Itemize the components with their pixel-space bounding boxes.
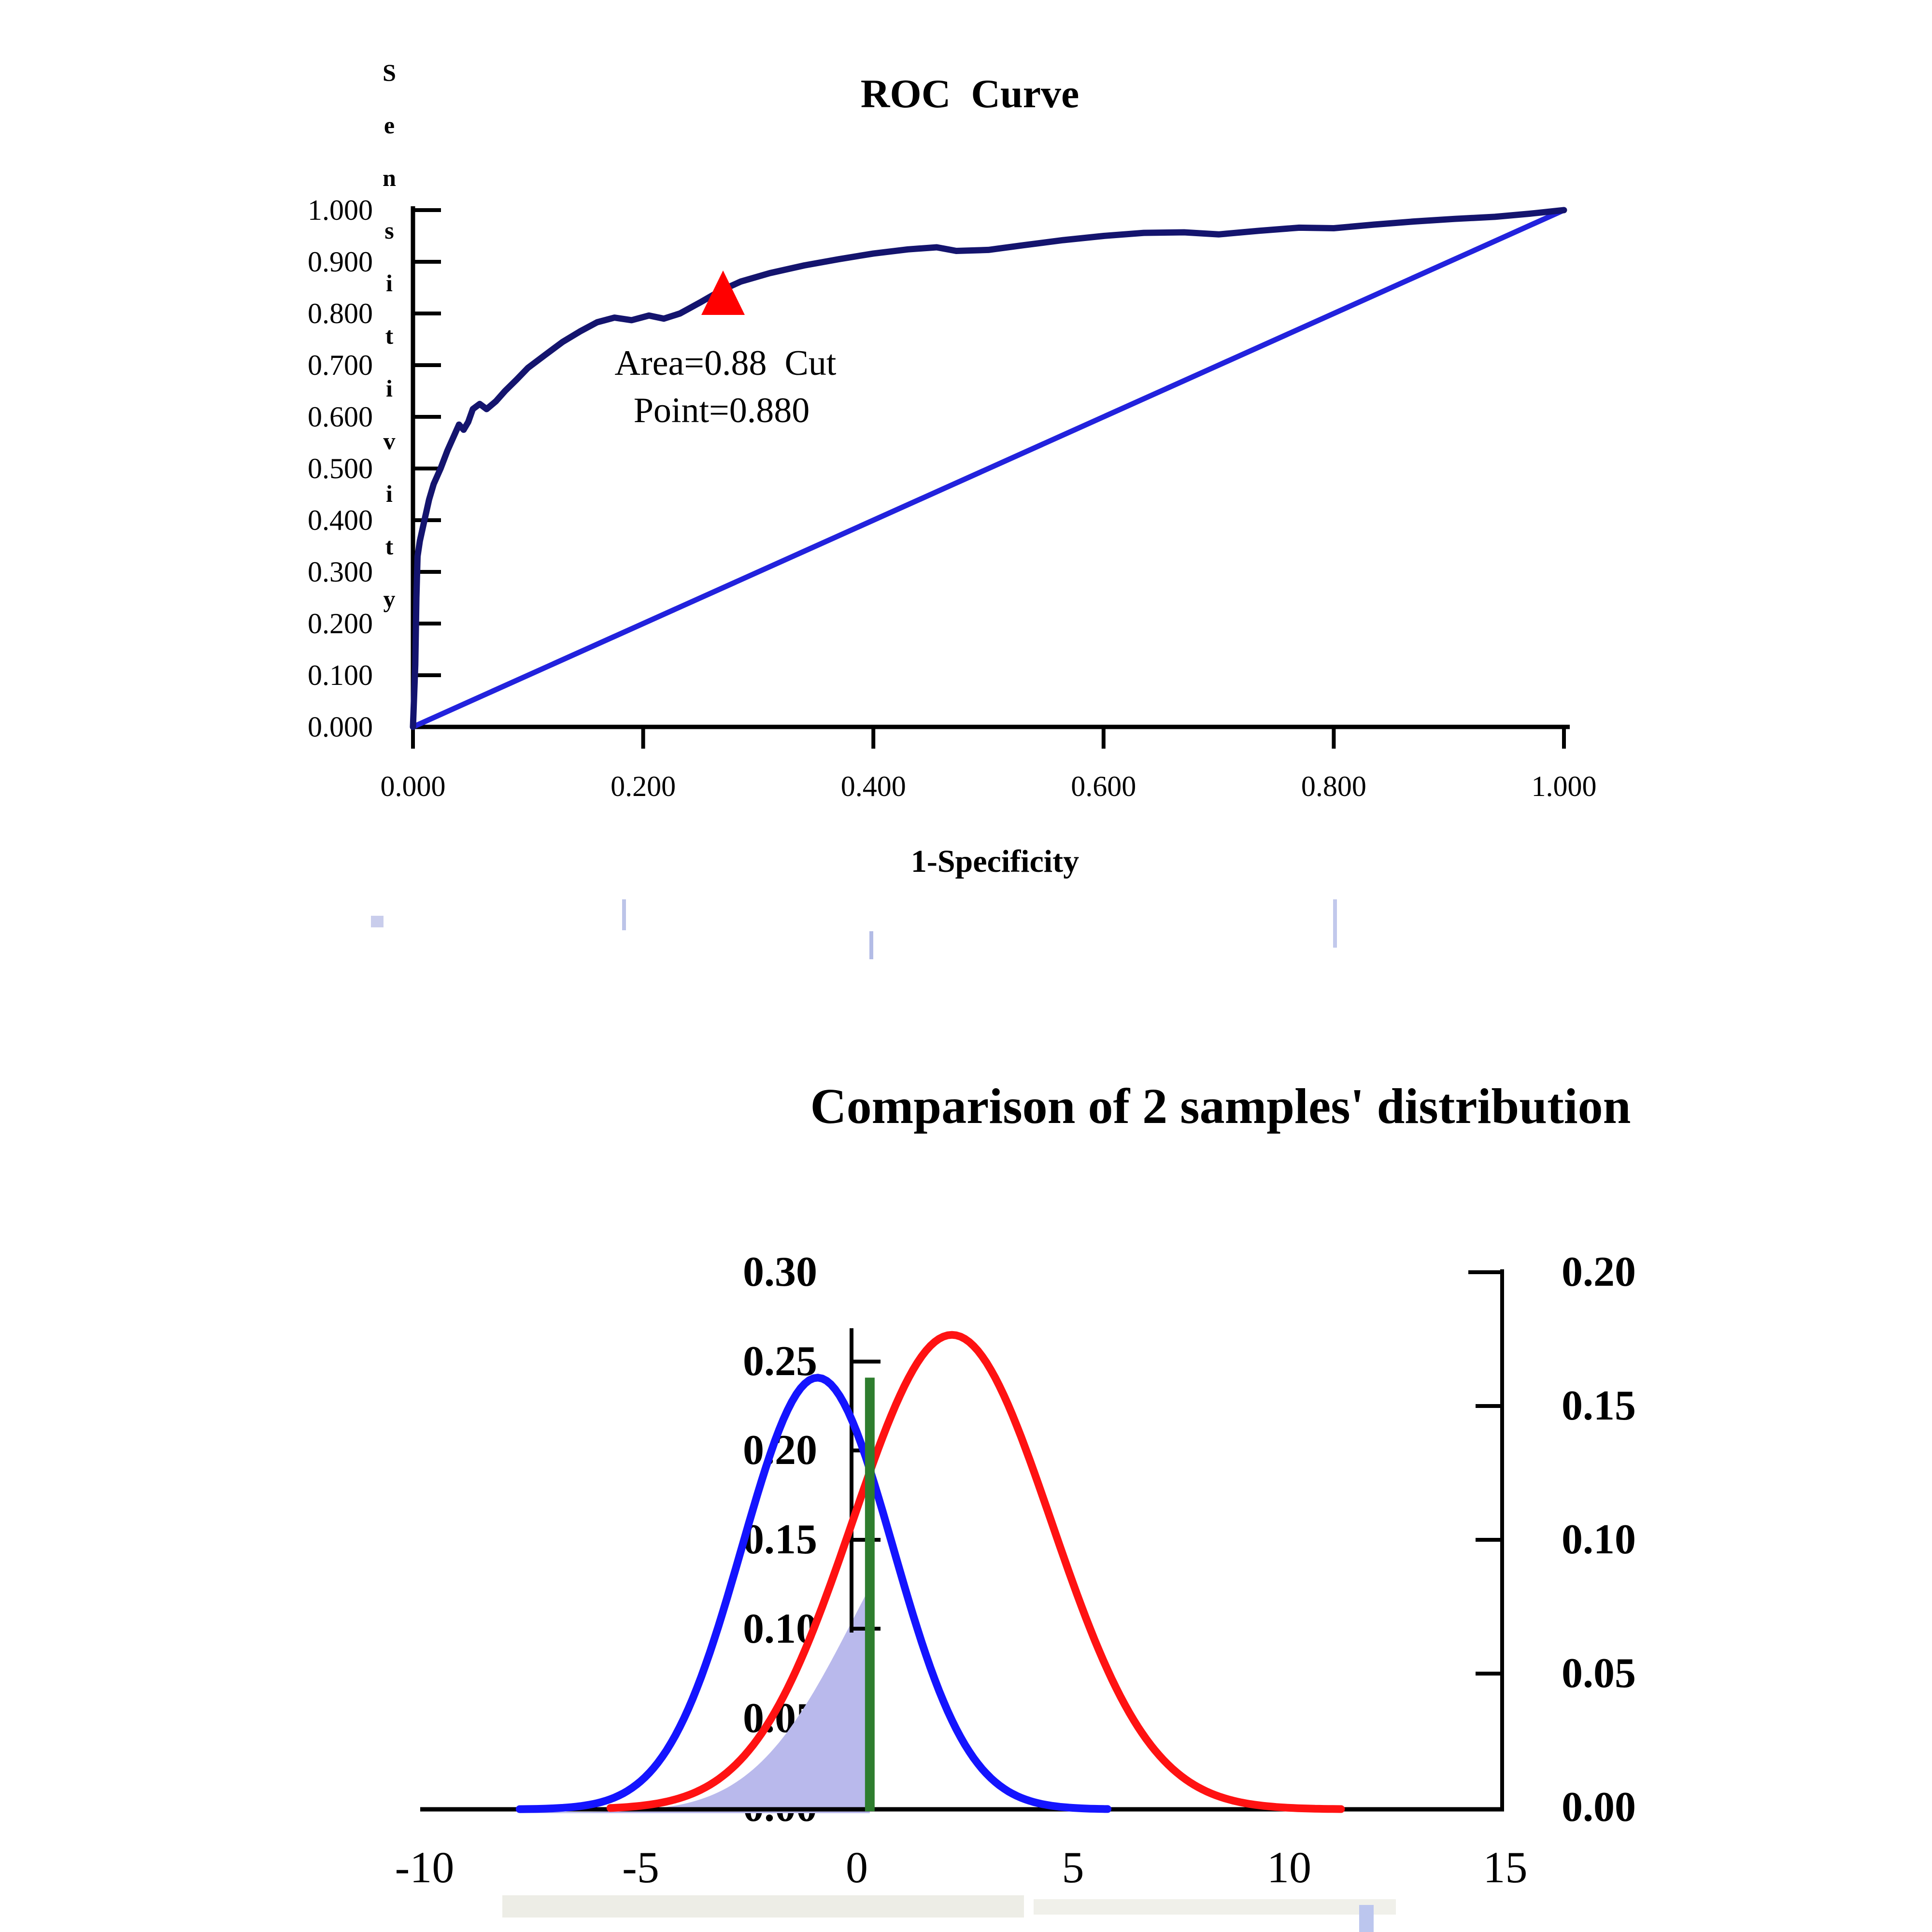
roc-y-axis-title-letter: S (383, 59, 396, 86)
dist-shaded-area (519, 1587, 870, 1813)
roc-y-tick-label: 1.000 (308, 194, 373, 226)
dist-x-tick-label: 15 (1483, 1843, 1528, 1892)
dist-blue-curve (515, 1374, 1112, 1813)
roc-y-tick-label: 0.700 (308, 349, 373, 381)
dist-x-tick-label: -5 (622, 1843, 659, 1892)
dist-x-tick-label: 10 (1267, 1843, 1311, 1892)
roc-y-tick-label: 0.900 (308, 246, 373, 278)
roc-x-axis-title: 1-Specificity (910, 844, 1080, 879)
roc-y-axis-title-letter: t (385, 322, 394, 349)
roc-x-tick-label: 0.000 (380, 770, 446, 802)
roc-y-axis-title-letter: s (384, 217, 394, 244)
roc-y-axis-title-letter: e (384, 112, 395, 139)
roc-curve (410, 207, 1567, 730)
roc-y-axis-title-letter: v (383, 427, 396, 455)
roc-x-tick-label: 0.600 (1071, 770, 1136, 802)
dist-left-y-tick-label: 0.30 (743, 1249, 817, 1295)
roc-y-tick-label: 0.400 (308, 504, 373, 536)
roc-y-tick-label: 0.100 (308, 659, 373, 691)
roc-x-tick-label: 0.400 (840, 770, 906, 802)
roc-annotation-line1: Area=0.88 Cut (614, 343, 837, 383)
dist-x-tick-label: 5 (1062, 1843, 1084, 1892)
scan-artifact (622, 899, 626, 930)
scan-artifact (1034, 1899, 1396, 1915)
scan-artifact (371, 916, 384, 927)
roc-y-tick-label: 0.200 (308, 608, 373, 639)
dist-x-tick-label: -10 (395, 1843, 455, 1892)
roc-y-tick-label: 0.600 (308, 401, 373, 433)
roc-y-axis-title-letter: y (383, 585, 396, 612)
roc-y-axis-title-letter: i (386, 480, 393, 507)
roc-x-tick-label: 0.200 (611, 770, 676, 802)
dist-right-y-tick-label: 0.00 (1562, 1784, 1636, 1831)
roc-y-axis-title-letter: i (386, 270, 393, 297)
roc-y-axis-title-letter: n (383, 164, 396, 191)
dist-chart-title: Comparison of 2 samples' distribution (810, 1079, 1631, 1134)
roc-annotation-line2: Point=0.880 (633, 391, 810, 430)
roc-chart-title: ROC Curve (860, 71, 1080, 116)
roc-y-tick-label: 0.300 (308, 556, 373, 588)
dist-right-y-tick-label: 0.10 (1562, 1516, 1636, 1563)
scan-artifact (502, 1895, 1024, 1918)
roc-x-tick-label: 0.800 (1301, 770, 1366, 802)
scan-artifact (1359, 1905, 1374, 1932)
dist-red-curve (606, 1331, 1345, 1813)
scan-artifact (1333, 899, 1337, 948)
roc-cutpoint-marker (701, 270, 745, 315)
roc-y-tick-label: 0.000 (308, 711, 373, 743)
roc-y-tick-label: 0.500 (308, 453, 373, 484)
dist-right-y-tick-label: 0.15 (1562, 1382, 1636, 1429)
roc-x-tick-label: 1.000 (1531, 770, 1597, 802)
dist-x-tick-label: 0 (846, 1843, 868, 1892)
roc-y-axis-title-letter: t (385, 533, 394, 560)
roc-y-axis-title-letter: i (386, 375, 393, 402)
dist-right-y-tick-label: 0.05 (1562, 1650, 1636, 1697)
roc-y-tick-label: 0.800 (308, 298, 373, 329)
scan-artifact (869, 931, 873, 959)
dist-left-y-tick-label: 0.25 (743, 1337, 817, 1385)
dist-left-y-tick-label: 0.15 (743, 1516, 817, 1563)
roc-diagonal-line (412, 207, 1565, 730)
dist-right-y-tick-label: 0.20 (1562, 1249, 1636, 1295)
